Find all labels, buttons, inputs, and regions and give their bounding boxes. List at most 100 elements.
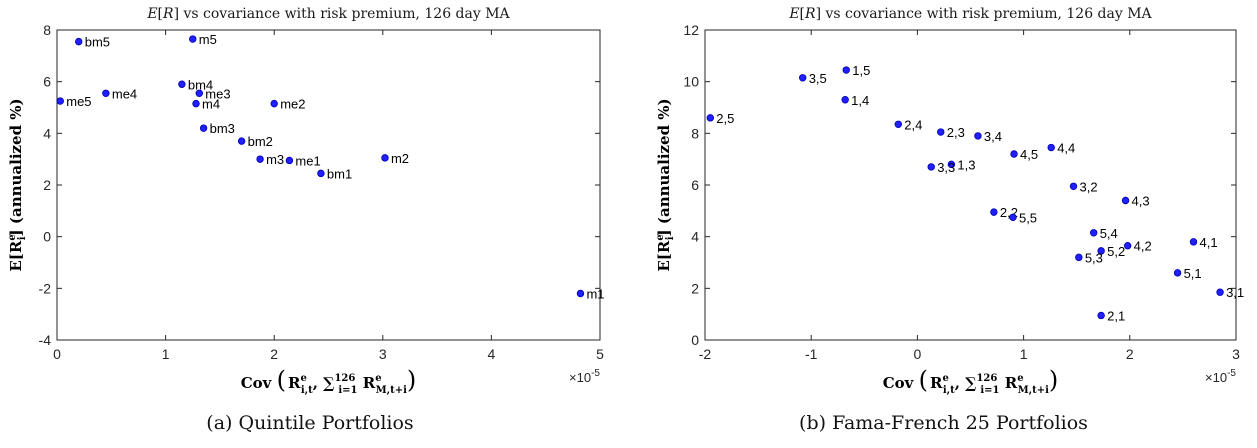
point-label: me5 <box>66 94 91 109</box>
x-tick-label: 3 <box>1232 346 1240 362</box>
chart-panel-ff25: E[R] vs covariance with risk premium, 12… <box>630 0 1257 448</box>
data-point <box>1189 238 1198 246</box>
data-point <box>841 96 849 104</box>
data-point <box>1089 229 1098 237</box>
y-tick-label: 8 <box>691 125 699 141</box>
point-label: me3 <box>205 86 230 101</box>
data-point <box>974 132 982 140</box>
chart-panel-quintile: E[R] vs covariance with risk premium, 12… <box>0 0 620 448</box>
data-point <box>237 137 246 145</box>
data-point <box>199 124 208 132</box>
y-tick-label: 0 <box>43 229 51 245</box>
point-label: 2,4 <box>904 117 922 132</box>
y-tick-label: 2 <box>691 280 699 296</box>
data-point <box>1010 150 1018 158</box>
x-axis-label: Cov (Re i,t, ∑126 i=1 Re M,t+i) <box>883 366 1059 396</box>
axes-box <box>56 29 601 341</box>
y-tick-label: 0 <box>691 332 699 348</box>
caption-ff25: (b) Fama-French 25 Portfolios <box>799 412 1088 434</box>
point-label: 3,2 <box>1080 179 1098 194</box>
point-label: 4,3 <box>1132 194 1150 209</box>
data-point <box>195 89 203 97</box>
data-point <box>894 120 902 128</box>
point-label: 1,4 <box>851 93 869 108</box>
y-tick-label: 4 <box>43 125 51 141</box>
data-point <box>270 99 278 108</box>
data-point <box>1047 143 1055 152</box>
point-label: me4 <box>112 86 137 101</box>
point-label: 3,4 <box>984 129 1002 144</box>
data-point <box>706 114 715 122</box>
point-label: bm5 <box>85 35 110 50</box>
data-point <box>1075 253 1083 262</box>
y-tick-label: -2 <box>39 280 52 296</box>
data-points: 1,5 3,5 1,4 2,5 2,4 2,3 3,4 4,4 4,5 1,33,3 3,2 4,3 2… <box>706 63 1244 323</box>
data-point <box>947 160 956 169</box>
x-tick-label: 1 <box>1020 346 1028 362</box>
x-axis-label: Cov (Re i,t, ∑126 i=1 Re M,t+i) <box>241 366 417 396</box>
point-label: me2 <box>280 97 305 112</box>
x-tick-label: 3 <box>379 346 387 362</box>
point-label: 3,5 <box>809 71 827 86</box>
data-point <box>799 74 807 82</box>
point-label: 2,1 <box>1107 308 1125 323</box>
y-axis-label: E[Rei] (annualized %) <box>655 98 676 271</box>
data-point <box>1097 247 1105 255</box>
point-label: bm2 <box>248 134 273 149</box>
data-point <box>75 37 83 46</box>
point-label: 3,1 <box>1226 285 1244 300</box>
data-point <box>842 66 850 74</box>
y-tick-label: 12 <box>683 22 699 38</box>
chart-title: E[R] vs covariance with risk premium, 12… <box>788 6 1152 22</box>
data-point <box>102 89 110 97</box>
point-label: 4,4 <box>1057 141 1075 156</box>
point-label: 5,1 <box>1184 266 1202 281</box>
data-point <box>178 80 186 88</box>
y-tick-label: 10 <box>683 74 699 90</box>
data-point <box>1173 269 1182 277</box>
x-tick-label: -1 <box>805 346 818 362</box>
x-tick-label: 5 <box>596 346 604 362</box>
point-label: 4,2 <box>1134 239 1152 254</box>
data-point <box>576 289 585 298</box>
y-tick-label: 6 <box>691 177 699 193</box>
x-multiplier: ×10-5 <box>569 368 600 385</box>
scatter-chart-quintile: E[R] vs covariance with risk premium, 12… <box>7 6 605 396</box>
data-point <box>990 208 998 216</box>
data-point <box>927 163 935 171</box>
x-tick-label: 4 <box>488 346 496 362</box>
point-label: 5,3 <box>1085 250 1103 265</box>
point-label: bm3 <box>210 121 235 136</box>
data-point <box>937 128 945 136</box>
data-point <box>256 155 264 163</box>
axes-box <box>704 29 1237 341</box>
point-label: bm4 <box>188 77 213 92</box>
caption-quintile: (a) Quintile Portfolios <box>206 412 414 434</box>
data-point <box>285 156 294 165</box>
data-point <box>1069 182 1078 190</box>
x-tick-label: -2 <box>699 346 712 362</box>
x-tick-label: 0 <box>53 346 61 362</box>
y-tick-label: 8 <box>43 22 51 38</box>
data-point <box>317 169 325 178</box>
point-label: m3 <box>266 152 284 167</box>
data-point <box>1009 213 1017 221</box>
point-label: 4,1 <box>1200 235 1218 250</box>
point-label: 2,3 <box>947 125 965 140</box>
data-point <box>192 99 200 108</box>
data-point <box>189 35 197 43</box>
point-label: 5,4 <box>1100 226 1118 241</box>
y-tick-label: 4 <box>691 229 699 245</box>
x-tick-label: 1 <box>162 346 170 362</box>
y-tick-label: -4 <box>39 332 52 348</box>
data-point <box>1123 242 1132 250</box>
x-tick-label: 0 <box>914 346 922 362</box>
point-label: m4 <box>202 97 220 112</box>
data-point <box>1097 311 1105 320</box>
point-label: 2,5 <box>716 111 734 126</box>
point-label: 1,5 <box>852 63 870 78</box>
chart-title: E[R] vs covariance with risk premium, 12… <box>146 6 510 22</box>
point-label: 3,3 <box>937 160 955 175</box>
x-tick-label: 2 <box>270 346 278 362</box>
